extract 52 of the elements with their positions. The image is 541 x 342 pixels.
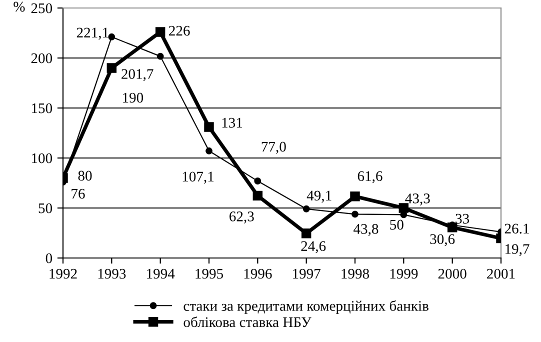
data-label: 19,7: [506, 244, 530, 256]
data-label: 190: [123, 92, 144, 103]
data-label: 131: [222, 118, 242, 128]
data-label: 49,1: [306, 190, 332, 203]
data-label: 221,1: [76, 28, 108, 40]
point: [106, 63, 117, 73]
y-tick-label: 50: [38, 203, 52, 214]
data-label: 50: [390, 220, 404, 230]
point: [156, 52, 164, 60]
x-tick-label: 2001: [487, 268, 515, 279]
point: [155, 27, 166, 37]
point: [447, 222, 458, 232]
legend-label: стаки за кредитами комерційних банків: [184, 300, 428, 314]
x-tick-label: 1994: [147, 268, 175, 279]
data-label: 33: [456, 214, 470, 224]
point: [204, 122, 214, 132]
y-tick-label: 100: [32, 153, 52, 164]
data-label: 80: [78, 170, 92, 181]
data-label: 76: [72, 188, 85, 199]
point: [302, 205, 310, 212]
legend-label: облікова ставка НБУ: [184, 316, 312, 328]
x-tick-label: 1995: [196, 268, 224, 279]
x-tick-label: 1992: [50, 268, 77, 279]
x-tick-label: 1997: [293, 268, 320, 279]
point: [108, 33, 116, 40]
data-label: 77,0: [262, 142, 286, 154]
data-label: 61,6: [358, 171, 382, 184]
y-tick-label: 250: [31, 3, 52, 14]
x-tick-label: 1996: [244, 268, 272, 279]
data-label: 26.1: [504, 224, 529, 234]
point: [350, 192, 360, 202]
point: [252, 190, 263, 201]
point: [352, 210, 358, 218]
data-label: 107,1: [182, 172, 214, 184]
y-axis-title: %: [14, 2, 25, 12]
data-label: 24,6: [301, 241, 326, 254]
data-label: 43,3: [405, 194, 430, 206]
data-label: 30,6: [430, 234, 455, 246]
point: [254, 178, 262, 184]
data-label: 226: [169, 26, 190, 36]
x-tick-label: 1993: [98, 268, 126, 279]
x-tick-label: 1999: [390, 268, 418, 279]
x-tick-label: 1998: [342, 268, 370, 279]
y-tick-label: 200: [31, 53, 52, 64]
x-tick-label: 2000: [438, 268, 466, 279]
data-label: 201,7: [122, 69, 154, 82]
point: [301, 228, 312, 238]
point: [206, 147, 212, 154]
data-label: 43,8: [354, 224, 378, 236]
y-tick-label: 150: [32, 103, 52, 114]
y-tick-label: 0: [46, 253, 52, 264]
data-label: 62,3: [230, 212, 254, 224]
